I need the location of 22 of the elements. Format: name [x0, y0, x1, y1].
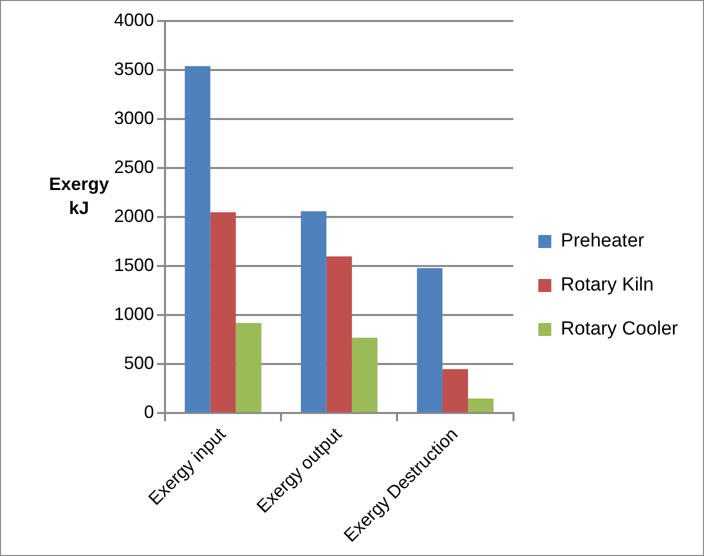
y-tick-label: 500	[124, 353, 154, 374]
legend-label: Rotary Cooler	[560, 318, 679, 340]
y-tick-label: 3000	[114, 108, 154, 128]
legend-label: Rotary Kiln	[560, 274, 654, 296]
bar	[326, 256, 352, 412]
y-tick-label: 1000	[114, 304, 154, 324]
bar	[236, 322, 262, 412]
y-tick-label: 2000	[114, 206, 154, 226]
y-tick-label: 4000	[114, 10, 154, 30]
y-tick-label: 2500	[114, 157, 154, 178]
bar	[442, 369, 468, 412]
bar	[300, 211, 326, 412]
y-tick-label: 0	[144, 402, 154, 422]
bar	[468, 398, 494, 412]
bar	[184, 66, 210, 412]
bar	[210, 212, 236, 412]
y-axis-title: Exergy kJ	[48, 174, 110, 218]
bar	[416, 268, 442, 412]
y-tick-label: 1500	[114, 255, 154, 276]
bar	[352, 338, 378, 412]
legend-label: Preheater	[560, 230, 645, 252]
y-tick-label: 3500	[114, 58, 154, 79]
